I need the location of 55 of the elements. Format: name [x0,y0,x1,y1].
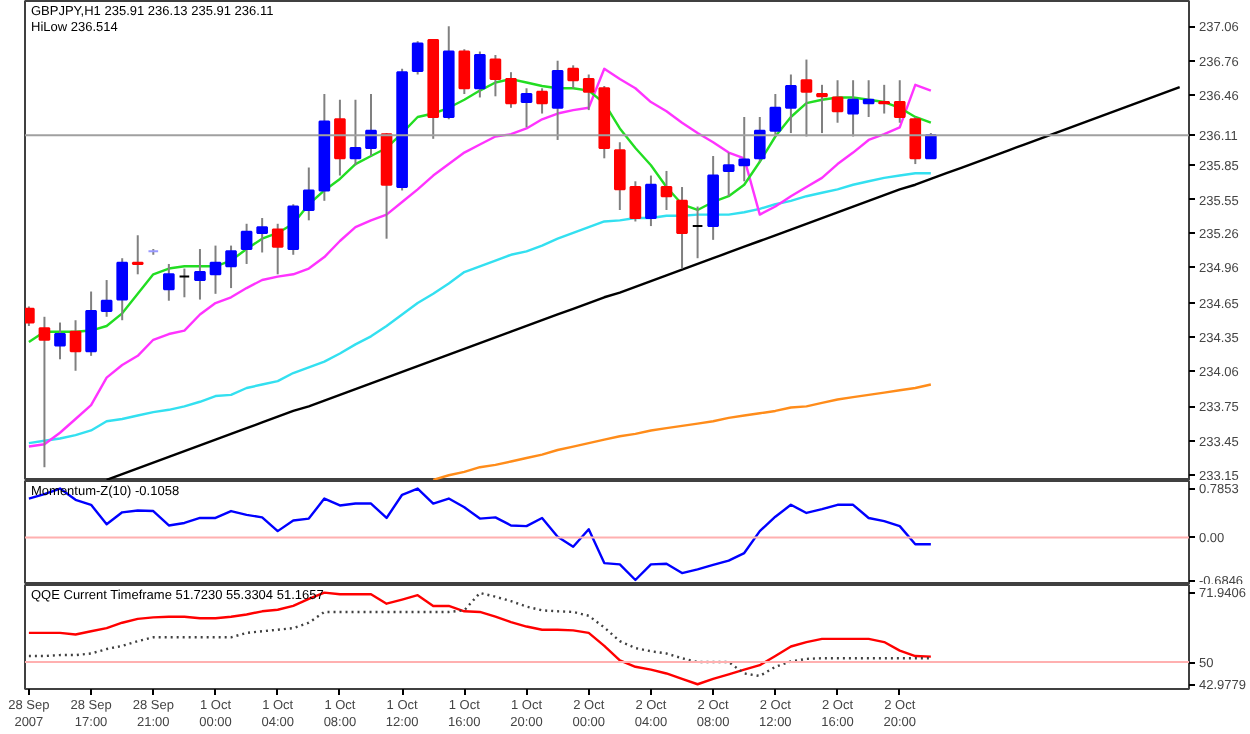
candlestick [116,257,129,322]
candlestick [100,279,113,318]
candlestick [925,132,937,160]
candlestick [131,234,144,276]
candlestick [800,58,813,138]
candlestick [614,141,626,211]
candlestick [520,87,533,129]
line-series [27,487,933,582]
candlestick [489,53,502,98]
candlestick [676,186,688,270]
candlestick [893,79,906,124]
candlestick [349,98,362,167]
candlestick [769,93,782,138]
candlestick [225,244,237,290]
candlestick [38,315,51,469]
candlestick [722,151,735,198]
candlestick [302,166,315,222]
candlestick [334,98,346,177]
candlestick [458,48,471,96]
candlestick [660,169,673,211]
candlestick [411,40,424,76]
candlestick [256,217,268,254]
line-series [105,85,1181,480]
candlestick [25,305,35,327]
candlestick [753,115,766,163]
candlestick [909,115,922,166]
candlestick [645,174,657,228]
candlestick [738,115,751,183]
line-series [27,67,933,448]
candlestick [878,83,891,115]
candlestick [567,64,579,90]
candlestick [862,79,875,118]
candlestick [271,222,284,276]
candlestick [847,79,859,138]
candlestick [194,248,206,301]
line-series [27,172,933,445]
line-series [432,383,933,480]
candlestick [163,262,175,302]
candlestick [69,319,82,372]
candlestick [785,73,797,135]
candlestick [691,205,704,260]
candlestick [287,203,300,256]
candlestick [629,180,642,223]
candlestick [831,79,844,124]
candlestick [365,93,377,158]
candlestick [85,290,97,357]
candlestick [54,321,66,361]
candlestick [536,87,548,115]
candlestick [474,50,486,99]
candlestick [178,267,191,299]
candlestick [816,83,828,135]
candlestick [505,71,517,109]
candlestick [240,222,253,265]
candlestick [209,244,222,295]
candlestick [551,59,564,141]
